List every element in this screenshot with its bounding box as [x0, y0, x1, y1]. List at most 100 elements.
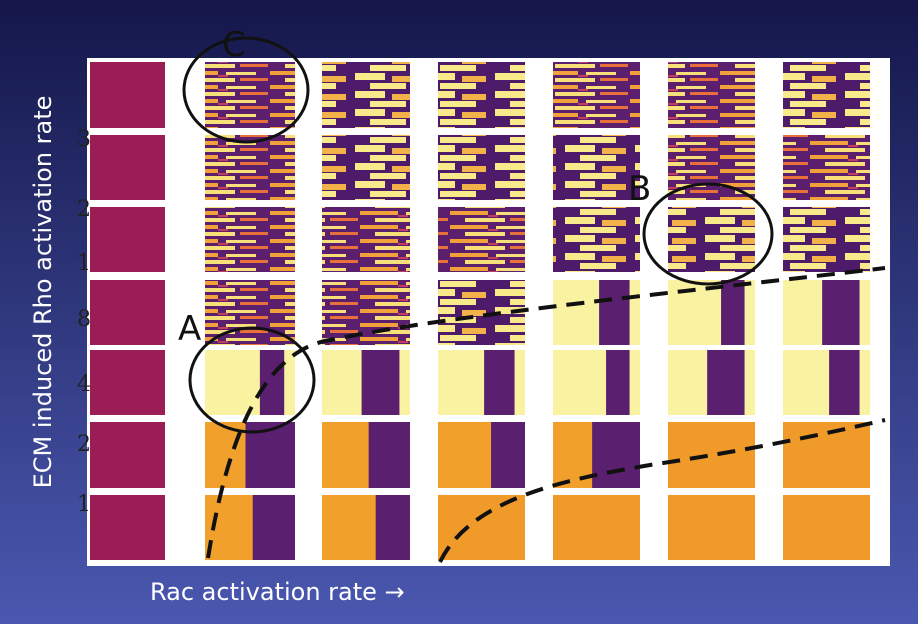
cell-fill [668, 422, 755, 488]
kymograph-cell [783, 350, 870, 415]
y-tick-label: 2 [77, 432, 91, 457]
cell-band [515, 350, 525, 415]
cell-fill [553, 207, 640, 272]
cell-fill [438, 62, 525, 128]
cell-fill [783, 62, 870, 128]
x-axis-label: Rac activation rate → [150, 578, 405, 606]
cell-fill [783, 495, 870, 560]
kymograph-cell [205, 207, 295, 272]
cell-fill [668, 207, 755, 272]
kymograph-cell [668, 207, 755, 272]
cell-band [253, 495, 295, 560]
cell-band [630, 350, 640, 415]
kymograph-cell [205, 135, 295, 200]
cell-fill [438, 495, 525, 560]
cell-fill [90, 495, 165, 560]
kymograph-cell [553, 207, 640, 272]
cell-fill [668, 62, 755, 128]
cell-fill [322, 207, 410, 272]
kymograph-grid [90, 62, 870, 560]
cell-fill [438, 207, 525, 272]
kymograph-cell [90, 135, 165, 200]
cell-fill [322, 62, 410, 128]
kymograph-cell [438, 207, 525, 272]
cell-fill [553, 135, 640, 200]
y-axis-label: ECM induced Rho activation rate [29, 96, 57, 489]
kymograph-cell [553, 350, 640, 415]
cell-fill [438, 135, 525, 200]
cell-fill [205, 62, 295, 128]
annotation: C [222, 25, 246, 65]
slide: A B C ECM induced Rho activation rate Ra… [0, 0, 918, 624]
kymograph-cell [90, 422, 165, 488]
kymograph-cell [322, 422, 410, 488]
kymograph-cell [438, 422, 525, 488]
cell-band [376, 495, 410, 560]
kymograph-cell [553, 62, 640, 128]
cell-fill [783, 135, 870, 200]
cell-band [860, 280, 870, 345]
cell-fill [90, 207, 165, 272]
y-tick-label: 3 [77, 127, 91, 152]
cell-fill [90, 350, 165, 415]
kymograph-cell [553, 280, 640, 345]
cell-fill [205, 135, 295, 200]
kymograph-cell [438, 62, 525, 128]
y-tick-label: 1 [77, 251, 91, 276]
kymograph-cell [322, 495, 410, 560]
cell-fill [322, 280, 410, 345]
kymograph-cell [553, 135, 640, 200]
cell-fill [668, 495, 755, 560]
cell-fill [783, 207, 870, 272]
kymograph-cell [90, 207, 165, 272]
cell-band [369, 422, 410, 488]
y-tick-label: 1 [77, 492, 91, 517]
kymograph-cell [90, 350, 165, 415]
cell-fill [90, 422, 165, 488]
annotation: A [178, 309, 201, 349]
kymograph-cell [783, 495, 870, 560]
kymograph-cell [783, 280, 870, 345]
kymograph-cell [322, 135, 410, 200]
y-tick-label: 2 [77, 197, 91, 222]
cell-band [284, 350, 295, 415]
kymograph-cell [783, 62, 870, 128]
kymograph-cell [90, 62, 165, 128]
kymograph-cell [438, 350, 525, 415]
cell-fill [90, 62, 165, 128]
kymograph-cell [783, 422, 870, 488]
cell-band [592, 422, 640, 488]
kymograph-cell [438, 135, 525, 200]
y-tick-label: 8 [77, 307, 91, 332]
kymograph-cell [90, 280, 165, 345]
kymograph-cell [438, 495, 525, 560]
cell-fill [553, 62, 640, 128]
kymograph-cell [783, 135, 870, 200]
cell-band [860, 350, 870, 415]
kymograph-cell [205, 62, 295, 128]
kymograph-cell [553, 495, 640, 560]
kymograph-cell [205, 495, 295, 560]
cell-fill [90, 135, 165, 200]
kymograph-cell [668, 495, 755, 560]
kymograph-cell [668, 350, 755, 415]
cell-fill [553, 495, 640, 560]
cell-fill [783, 422, 870, 488]
kymograph-cell [322, 207, 410, 272]
cell-band [399, 350, 410, 415]
kymograph-cell [90, 495, 165, 560]
cell-fill [205, 207, 295, 272]
kymograph-cell [668, 62, 755, 128]
cell-fill [322, 135, 410, 200]
kymograph-cell [205, 350, 295, 415]
kymograph-cell [322, 280, 410, 345]
cell-band [745, 280, 755, 345]
annotation: B [628, 169, 651, 209]
kymograph-cell [322, 62, 410, 128]
kymograph-cell [783, 207, 870, 272]
cell-band [630, 280, 640, 345]
cell-band [491, 422, 525, 488]
cell-fill [90, 280, 165, 345]
cell-band [745, 350, 755, 415]
kymograph-cell [553, 422, 640, 488]
